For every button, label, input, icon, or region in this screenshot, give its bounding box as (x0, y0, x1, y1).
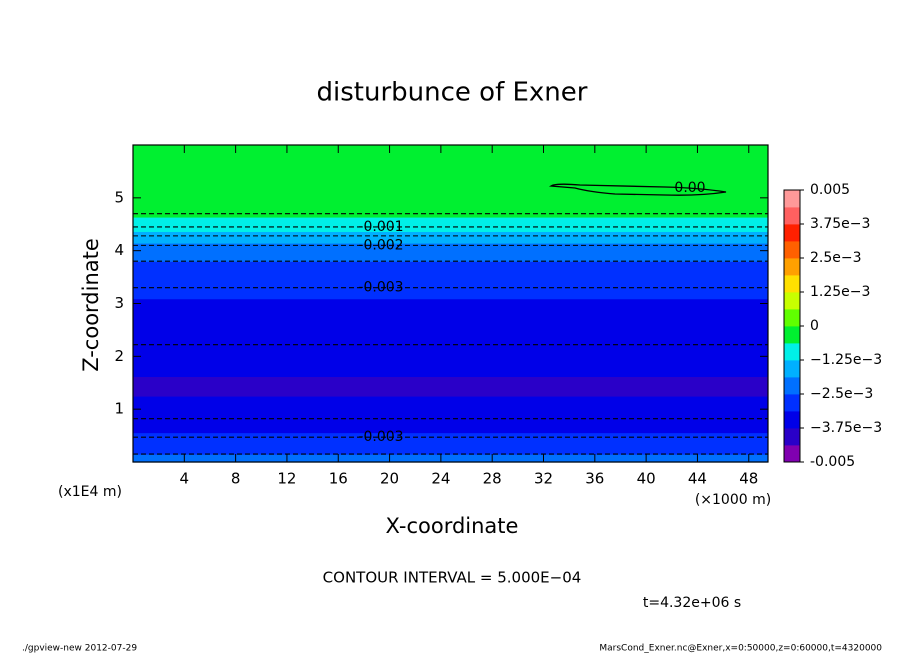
colorbar-swatch (784, 343, 800, 361)
colorbar-swatch (784, 394, 800, 412)
field-band (133, 245, 768, 262)
y-tick-label: 4 (114, 241, 124, 259)
x-tick-label: 20 (380, 470, 399, 488)
colorbar-tick-label: 0.005 (810, 182, 850, 198)
x-tick-label: 16 (329, 470, 348, 488)
colorbar-tick-label: 2.5e−3 (810, 250, 862, 266)
y-tick-label: 5 (114, 188, 124, 206)
colorbar-swatch (784, 377, 800, 395)
x-tick-label: 44 (688, 470, 707, 488)
x-unit: (×1000 m) (695, 492, 771, 508)
colorbar-swatch (784, 275, 800, 293)
colorbar-tick-label: −1.25e−3 (810, 352, 882, 368)
field-band (133, 298, 768, 315)
y-tick-label: 3 (114, 294, 124, 312)
x-tick-label: 12 (277, 470, 296, 488)
field-band (133, 409, 768, 420)
x-tick-label: 28 (483, 470, 502, 488)
x-tick-label: 32 (534, 470, 553, 488)
y-axis-label: Z-coordinate (79, 238, 103, 372)
field-band (133, 287, 768, 300)
field-band (133, 344, 768, 378)
colorbar-swatch (784, 326, 800, 344)
colorbar-swatch (784, 190, 800, 208)
y-unit: (x1E4 m) (58, 484, 122, 500)
field (133, 145, 768, 463)
field-band (133, 454, 768, 463)
field-band (133, 432, 768, 438)
field-band (133, 437, 768, 455)
x-tick-label: 36 (585, 470, 604, 488)
x-tick-label: 4 (180, 470, 190, 488)
field-band (133, 382, 768, 397)
field-band (133, 213, 768, 218)
colorbar-tick-label: −2.5e−3 (810, 386, 873, 402)
colorbar-swatch (784, 428, 800, 446)
time-label: t=4.32e+06 s (643, 595, 741, 611)
field-band (133, 314, 768, 346)
field-band (133, 145, 768, 173)
contour-interval: CONTOUR INTERVAL = 5.000E−04 (323, 569, 582, 587)
colorbar-swatch (784, 445, 800, 463)
colorbar-tick-label: 0 (810, 318, 819, 334)
field-band (133, 231, 768, 237)
field-band (133, 261, 768, 289)
field-band (133, 197, 768, 215)
colorbar-tick-label: -0.005 (810, 454, 855, 470)
contours (133, 213, 768, 455)
colorbar-tick-label: 1.25e−3 (810, 284, 870, 300)
colorbar-swatch (784, 411, 800, 429)
colorbar-swatch (784, 292, 800, 310)
contour-label: -0.001 (358, 219, 403, 235)
field-band (133, 418, 768, 434)
colorbar-swatch (784, 258, 800, 276)
colorbar-swatch (784, 224, 800, 242)
footer-right: MarsCond_Exner.nc@Exner,x=0:50000,z=0:60… (599, 644, 882, 654)
field-band (133, 243, 768, 246)
field-band (133, 395, 768, 410)
x-axis-label: X-coordinate (386, 514, 519, 538)
field-band (133, 376, 768, 384)
x-tick-label: 8 (231, 470, 241, 488)
zero-contour (548, 183, 727, 196)
contour-label: 0.00 (674, 180, 705, 196)
field-band (133, 226, 768, 232)
field-band (133, 235, 768, 244)
contour-label: -0.003 (358, 280, 403, 296)
field-band (133, 171, 768, 199)
colorbar-tick-label: 3.75e−3 (810, 216, 870, 232)
contour-label: -0.002 (358, 237, 403, 253)
field-band (133, 216, 768, 228)
y-tick-label: 2 (114, 347, 124, 365)
x-tick-label: 40 (637, 470, 656, 488)
x-tick-label: 24 (431, 470, 450, 488)
colorbar-swatch (784, 309, 800, 327)
colorbar-swatch (784, 241, 800, 259)
contour-label: -0.003 (358, 429, 403, 445)
y-tick-label: 1 (114, 400, 124, 418)
x-tick-label: 48 (739, 470, 758, 488)
colorbar-swatch (784, 207, 800, 225)
footer-left: ./gpview-new 2012-07-29 (22, 644, 137, 654)
colorbar-swatch (784, 360, 800, 378)
chart-title: disturbunce of Exner (317, 78, 588, 108)
colorbar-tick-label: −3.75e−3 (810, 420, 882, 436)
